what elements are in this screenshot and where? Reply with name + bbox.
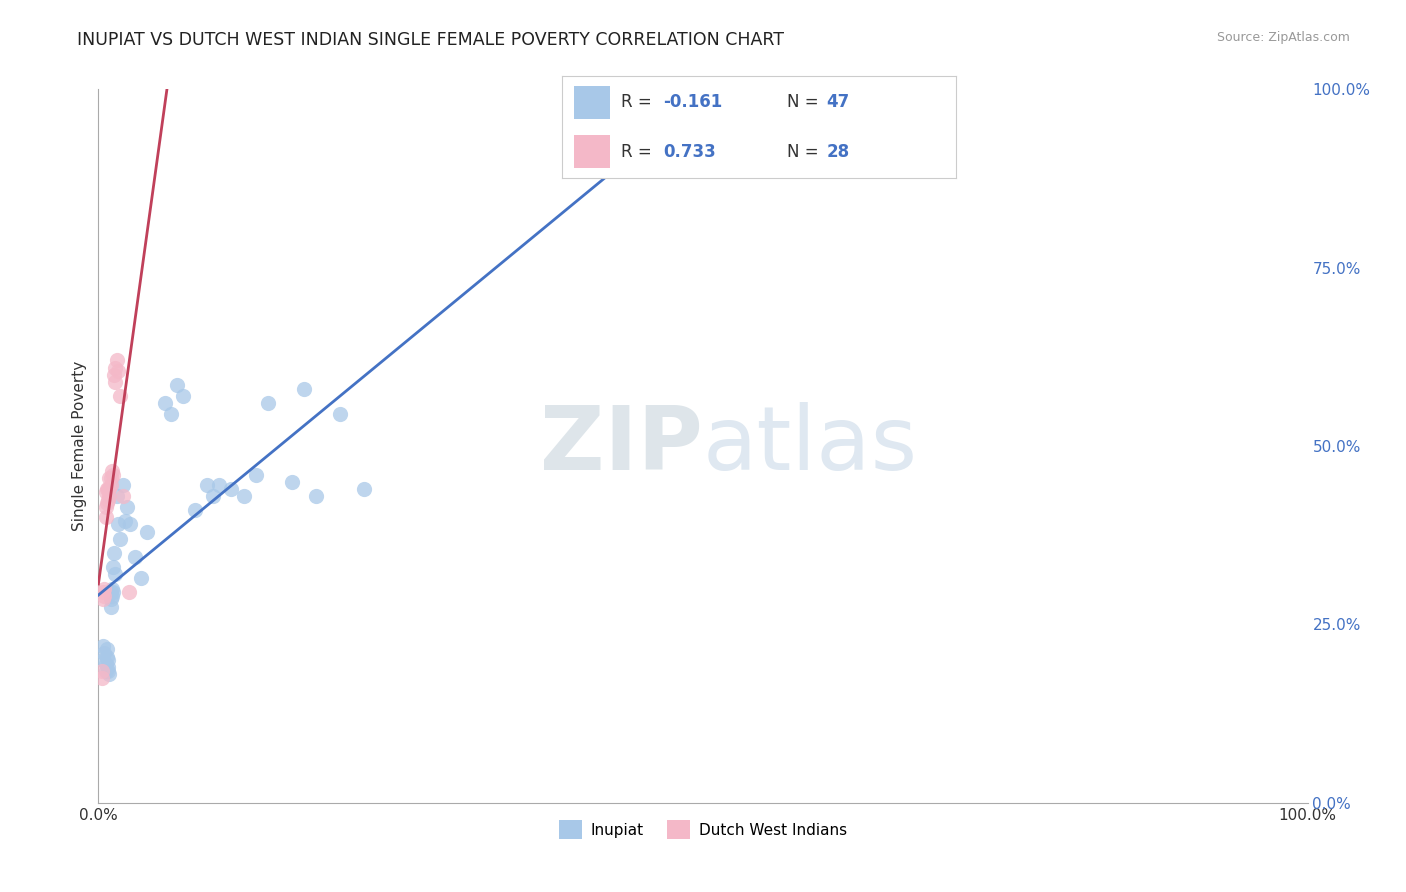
Point	[94, 485, 117, 500]
Point	[93, 646, 115, 660]
Point	[91, 592, 114, 607]
Text: INUPIAT VS DUTCH WEST INDIAN SINGLE FEMALE POVERTY CORRELATION CHART: INUPIAT VS DUTCH WEST INDIAN SINGLE FEMA…	[77, 31, 785, 49]
Text: 28: 28	[827, 143, 849, 161]
Point	[108, 389, 131, 403]
Point	[292, 382, 315, 396]
Point	[195, 478, 218, 492]
Text: ZIP: ZIP	[540, 402, 703, 490]
Point	[96, 482, 118, 496]
Point	[245, 467, 267, 482]
Point	[93, 589, 115, 603]
Point	[160, 407, 183, 421]
Point	[100, 592, 122, 607]
Point	[101, 467, 124, 482]
Point	[91, 653, 114, 667]
Point	[93, 582, 115, 596]
Point	[202, 489, 225, 503]
Point	[98, 489, 121, 503]
Point	[100, 471, 122, 485]
Point	[98, 471, 121, 485]
Point	[166, 378, 188, 392]
Point	[104, 567, 127, 582]
Point	[105, 489, 128, 503]
Bar	[574, 136, 610, 168]
Point	[100, 582, 122, 596]
Point	[105, 353, 128, 368]
Point	[91, 639, 114, 653]
Text: N =: N =	[787, 143, 824, 161]
Point	[97, 653, 120, 667]
Point	[103, 546, 125, 560]
Point	[107, 517, 129, 532]
Point	[94, 657, 117, 671]
Point	[97, 482, 120, 496]
Y-axis label: Single Female Poverty: Single Female Poverty	[72, 361, 87, 531]
Point	[97, 660, 120, 674]
Point	[208, 478, 231, 492]
Point	[107, 364, 129, 378]
Legend: Inupiat, Dutch West Indians: Inupiat, Dutch West Indians	[553, 814, 853, 845]
Point	[118, 585, 141, 599]
Point	[111, 478, 134, 492]
Point	[97, 492, 120, 507]
Point	[96, 642, 118, 657]
Point	[281, 475, 304, 489]
Point	[91, 671, 114, 685]
Point	[100, 589, 122, 603]
Point	[94, 500, 117, 514]
Point	[353, 482, 375, 496]
Point	[103, 368, 125, 382]
Point	[98, 482, 121, 496]
Point	[94, 664, 117, 678]
Point	[96, 496, 118, 510]
Point	[100, 478, 122, 492]
Text: atlas: atlas	[703, 402, 918, 490]
Text: 0.733: 0.733	[662, 143, 716, 161]
Point	[172, 389, 194, 403]
Point	[104, 375, 127, 389]
Point	[100, 585, 122, 599]
Point	[97, 664, 120, 678]
Text: R =: R =	[621, 143, 658, 161]
Point	[100, 599, 122, 614]
Point	[117, 500, 139, 514]
Point	[232, 489, 254, 503]
Point	[129, 571, 152, 585]
Point	[111, 489, 134, 503]
Point	[94, 510, 117, 524]
Text: R =: R =	[621, 94, 658, 112]
Text: Source: ZipAtlas.com: Source: ZipAtlas.com	[1216, 31, 1350, 45]
Point	[135, 524, 157, 539]
Point	[100, 464, 122, 478]
Text: 47: 47	[827, 94, 849, 112]
Bar	[574, 87, 610, 119]
Text: -0.161: -0.161	[662, 94, 723, 112]
Point	[104, 360, 127, 375]
Point	[101, 560, 124, 574]
Point	[221, 482, 243, 496]
Text: N =: N =	[787, 94, 824, 112]
Point	[91, 664, 114, 678]
Point	[305, 489, 328, 503]
Point	[96, 649, 118, 664]
Point	[153, 396, 176, 410]
Point	[118, 517, 141, 532]
Point	[329, 407, 352, 421]
Point	[124, 549, 146, 564]
Point	[114, 514, 136, 528]
Point	[184, 503, 207, 517]
Point	[98, 667, 121, 681]
Point	[101, 585, 124, 599]
Point	[91, 585, 114, 599]
Point	[108, 532, 131, 546]
Point	[256, 396, 278, 410]
